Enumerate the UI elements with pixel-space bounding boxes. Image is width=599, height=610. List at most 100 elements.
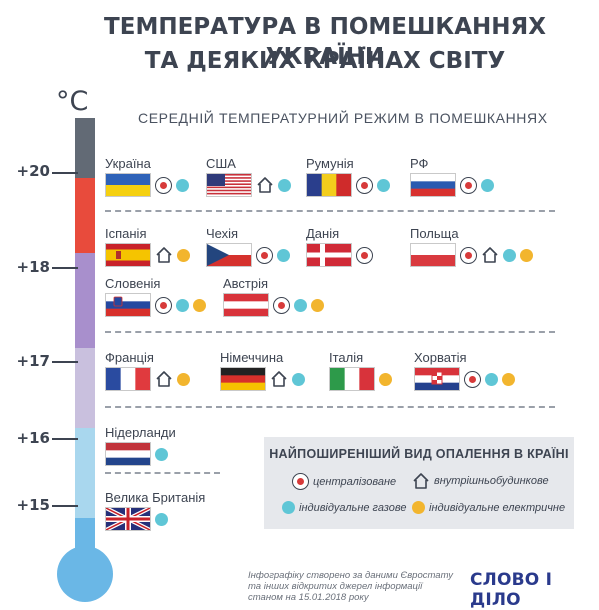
netherlands-flag-icon <box>105 442 151 466</box>
country-name: Словенія <box>105 276 161 291</box>
electric-heating-icon <box>193 298 206 312</box>
tick-mark <box>52 505 78 507</box>
country-row <box>410 173 494 197</box>
country-name: Хорватія <box>414 350 467 365</box>
legend-house-label: внутрішньобудинкове <box>434 475 549 487</box>
romania-flag-icon <box>306 173 352 197</box>
country-poland: Польща <box>410 226 533 267</box>
separator <box>105 406 555 408</box>
house-icon <box>155 370 173 388</box>
legend-gas: індивідуальне газове <box>282 501 406 514</box>
tick-16: +16 <box>16 429 50 447</box>
croatia-flag-icon <box>414 367 460 391</box>
tick-20: +20 <box>16 162 50 180</box>
gas-heating-icon <box>377 178 390 192</box>
france-flag-icon <box>105 367 151 391</box>
legend-electric: індивідуальне електричне <box>412 501 565 514</box>
country-name: Польща <box>410 226 459 241</box>
czech-flag-icon <box>206 243 252 267</box>
country-uk: Велика Британія <box>105 490 205 531</box>
tick-18: +18 <box>16 258 50 276</box>
legend-electric-label: індивідуальне електричне <box>429 501 566 514</box>
country-row <box>410 243 533 267</box>
country-romania: Румунія <box>306 156 390 197</box>
legend-title: НАЙПОШИРЕНІШИЙ ВИД ОПАЛЕННЯ В КРАЇНІ <box>269 447 569 461</box>
gas-heating-icon <box>481 178 494 192</box>
thermometer-graphic <box>57 118 113 602</box>
gas-heating-icon <box>155 447 168 461</box>
legend-central-label: централізоване <box>313 475 397 488</box>
country-slovenia: Словенія <box>105 276 206 317</box>
gas-heating-icon <box>278 178 291 192</box>
tick-mark <box>52 361 78 363</box>
country-ukraine: Україна <box>105 156 189 197</box>
electric-heating-icon <box>311 298 324 312</box>
country-russia: РФ <box>410 156 494 197</box>
country-row <box>414 367 515 391</box>
country-italy: Італія <box>329 350 392 391</box>
house-icon <box>270 370 288 388</box>
country-name: Україна <box>105 156 151 171</box>
central-heating-icon <box>460 176 477 194</box>
country-name: Франція <box>105 350 154 365</box>
country-name: Велика Британія <box>105 490 206 505</box>
country-row <box>306 243 373 267</box>
country-france: Франція <box>105 350 190 391</box>
country-row <box>223 293 324 317</box>
denmark-flag-icon <box>306 243 352 267</box>
title-line-2: ТА ДЕЯКИХ КРАЇНАХ СВІТУ <box>144 48 506 74</box>
country-row <box>105 442 176 466</box>
uk-flag-icon <box>105 507 151 531</box>
germany-flag-icon <box>220 367 266 391</box>
house-icon <box>412 472 430 490</box>
ukraine-flag-icon <box>105 173 151 197</box>
country-name: Чехія <box>206 226 239 241</box>
country-netherlands: Нідерланди <box>105 425 176 466</box>
electric-heating-icon <box>379 372 392 386</box>
country-row <box>329 367 392 391</box>
russia-flag-icon <box>410 173 456 197</box>
country-row <box>220 367 305 391</box>
electric-heating-icon <box>502 372 515 386</box>
spain-flag-icon <box>105 243 151 267</box>
country-name: Нідерланди <box>105 425 176 440</box>
country-germany: Німеччина <box>220 350 305 391</box>
country-row <box>105 507 205 531</box>
title-line-1: ТЕМПЕРАТУРА В ПОМЕШКАННЯХ УКРАЇНИ <box>104 14 546 70</box>
house-icon <box>256 176 274 194</box>
country-row <box>105 243 190 267</box>
country-name: Австрія <box>223 276 269 291</box>
gas-heating-icon <box>176 178 189 192</box>
poland-flag-icon <box>410 243 456 267</box>
electric-heating-icon <box>412 501 425 514</box>
central-heating-icon <box>356 176 373 194</box>
electric-heating-icon <box>177 248 190 262</box>
footnote: Інфографіку створено за даними Євростату… <box>248 570 454 603</box>
country-spain: Іспанія <box>105 226 190 267</box>
central-heating-icon <box>155 296 172 314</box>
central-heating-icon <box>464 370 481 388</box>
country-row <box>105 293 206 317</box>
subtitle: СЕРЕДНІЙ ТЕМПЕРАТУРНИЙ РЕЖИМ В ПОМЕШКАНН… <box>138 110 548 126</box>
central-heating-icon <box>256 246 273 264</box>
gas-heating-icon <box>277 248 290 262</box>
gas-heating-icon <box>282 501 295 514</box>
usa-flag-icon <box>206 173 252 197</box>
country-name: США <box>206 156 236 171</box>
separator <box>105 210 555 212</box>
country-name: Іспанія <box>105 226 147 241</box>
tick-mark <box>52 267 78 269</box>
house-icon <box>481 246 499 264</box>
slovenia-flag-icon <box>105 293 151 317</box>
separator <box>105 331 555 333</box>
brand-logo: СЛОВО І ДІЛО <box>470 570 553 610</box>
gas-heating-icon <box>176 298 189 312</box>
country-name: Італія <box>329 350 364 365</box>
country-row <box>105 367 190 391</box>
italy-flag-icon <box>329 367 375 391</box>
gas-heating-icon <box>485 372 498 386</box>
legend-house: внутрішньобудинкове <box>412 472 549 490</box>
gas-heating-icon <box>292 372 305 386</box>
tick-mark <box>52 172 78 174</box>
heating-legend: НАЙПОШИРЕНІШИЙ ВИД ОПАЛЕННЯ В КРАЇНІ цен… <box>264 437 574 529</box>
